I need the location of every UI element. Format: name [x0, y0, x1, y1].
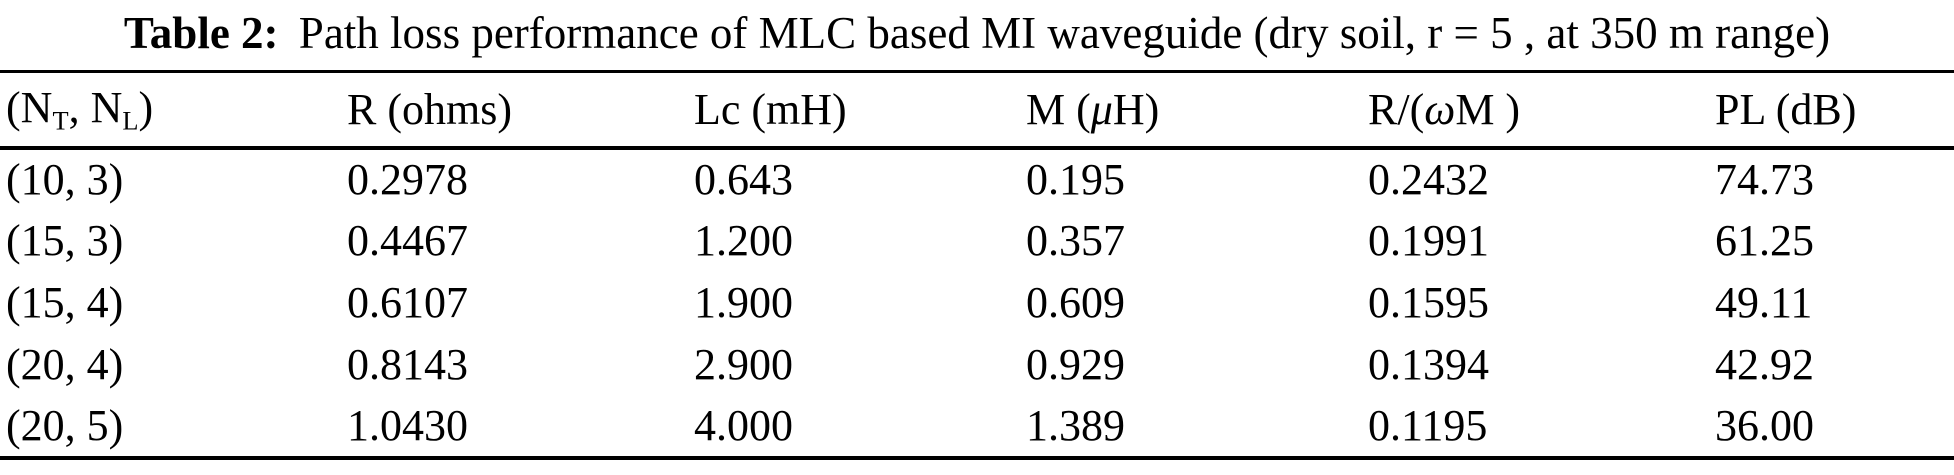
header-omega-symbol: ω [1424, 84, 1456, 134]
cell-pl-db: 36.00 [1715, 401, 1814, 450]
header-nt-nl-part: , N [68, 83, 123, 133]
table-row: (15, 3) 0.4467 1.200 0.357 0.1991 61.25 [0, 210, 1954, 272]
table-row: (20, 5) 1.0430 4.000 1.389 0.1195 36.00 [0, 396, 1954, 458]
table-row: (10, 3) 0.2978 0.643 0.195 0.2432 74.73 [0, 148, 1954, 210]
path-loss-table: (NT, NL) R (ohms) Lc (mH) M (μH) R/(ωM )… [0, 70, 1954, 460]
cell-m-uh: 0.357 [1026, 216, 1125, 265]
cell-m-uh: 0.609 [1026, 278, 1125, 327]
cell-r-ohms: 0.2978 [347, 155, 468, 204]
header-mu-symbol: μ [1090, 84, 1113, 134]
cell-lc-mh: 2.900 [694, 340, 793, 389]
column-header-r-ohms: R (ohms) [347, 84, 512, 134]
table-row: (15, 4) 0.6107 1.900 0.609 0.1595 49.11 [0, 272, 1954, 334]
cell-nt-nl: (10, 3) [6, 155, 124, 204]
header-rwm-part: R/( [1368, 84, 1425, 134]
header-m-part: H) [1112, 84, 1160, 134]
table-body: (10, 3) 0.2978 0.643 0.195 0.2432 74.73 … [0, 148, 1954, 458]
cell-lc-mh: 1.900 [694, 278, 793, 327]
table-caption-text: Path loss performance of MLC based MI wa… [298, 8, 1831, 58]
cell-nt-nl: (20, 4) [6, 340, 124, 389]
cell-r-ohms: 0.8143 [347, 340, 468, 389]
cell-pl-db: 74.73 [1715, 155, 1814, 204]
cell-r-over-wm: 0.1595 [1368, 278, 1489, 327]
cell-m-uh: 0.929 [1026, 340, 1125, 389]
cell-lc-mh: 0.643 [694, 155, 793, 204]
cell-nt-nl: (15, 4) [6, 278, 124, 327]
cell-lc-mh: 1.200 [694, 216, 793, 265]
table-caption-label: Table 2: [123, 8, 279, 58]
header-m-part: M ( [1026, 84, 1091, 134]
cell-r-ohms: 0.6107 [347, 278, 468, 327]
cell-lc-mh: 4.000 [694, 401, 793, 450]
cell-pl-db: 42.92 [1715, 340, 1814, 389]
header-nl-subscript: L [122, 105, 139, 136]
column-header-pl-db: PL (dB) [1715, 84, 1857, 134]
column-header-r-over-wm: R/(ωM ) [1362, 72, 1709, 148]
cell-pl-db: 61.25 [1715, 216, 1814, 265]
cell-r-ohms: 0.4467 [347, 216, 468, 265]
cell-r-ohms: 1.0430 [347, 401, 468, 450]
cell-r-over-wm: 0.1991 [1368, 216, 1489, 265]
header-nt-subscript: T [52, 105, 69, 136]
table-row: (20, 4) 0.8143 2.900 0.929 0.1394 42.92 [0, 334, 1954, 396]
cell-r-over-wm: 0.1195 [1368, 401, 1488, 450]
header-row: (NT, NL) R (ohms) Lc (mH) M (μH) R/(ωM )… [0, 72, 1954, 148]
header-rwm-part: M ) [1455, 84, 1521, 134]
cell-r-over-wm: 0.1394 [1368, 340, 1489, 389]
cell-pl-db: 49.11 [1715, 278, 1813, 327]
column-header-m-uh: M (μH) [1020, 72, 1362, 148]
cell-nt-nl: (20, 5) [6, 401, 124, 450]
cell-nt-nl: (15, 3) [6, 216, 124, 265]
column-header-lc-mh: Lc (mH) [694, 84, 847, 134]
cell-r-over-wm: 0.2432 [1368, 155, 1489, 204]
header-nt-nl-part: ) [138, 83, 154, 133]
cell-m-uh: 0.195 [1026, 155, 1125, 204]
header-nt-nl-part: (N [6, 83, 53, 133]
table-header: (NT, NL) R (ohms) Lc (mH) M (μH) R/(ωM )… [0, 72, 1954, 148]
table-caption: Table 2: Path loss performance of MLC bas… [0, 0, 1954, 70]
cell-m-uh: 1.389 [1026, 401, 1125, 450]
column-header-nt-nl: (NT, NL) [0, 72, 341, 148]
